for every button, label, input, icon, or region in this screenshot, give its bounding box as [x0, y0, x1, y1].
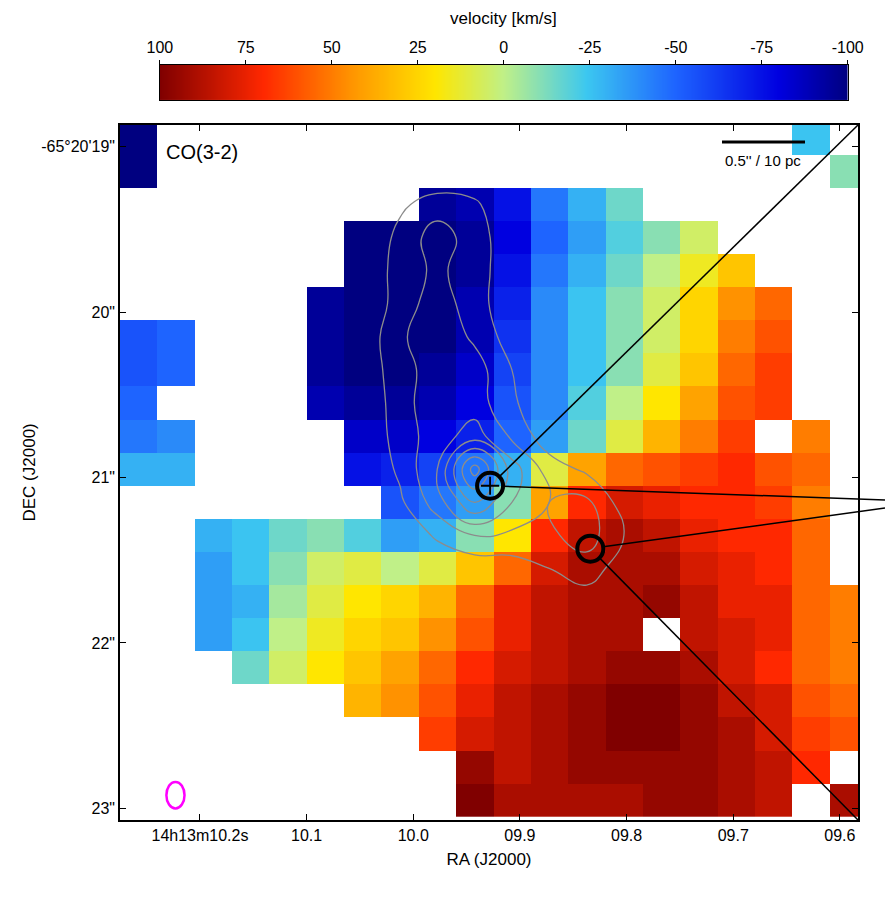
svg-text:10.1: 10.1	[291, 827, 322, 844]
svg-text:DEC (J2000): DEC (J2000)	[20, 423, 39, 521]
svg-text:14h13m10.2s: 14h13m10.2s	[152, 827, 249, 844]
svg-text:100: 100	[147, 39, 174, 56]
svg-text:-25: -25	[578, 39, 601, 56]
svg-text:-50: -50	[664, 39, 687, 56]
svg-text:0.5'' / 10 pc: 0.5'' / 10 pc	[725, 152, 801, 169]
svg-text:22": 22"	[92, 635, 115, 652]
svg-text:25: 25	[409, 39, 427, 56]
svg-text:20": 20"	[92, 304, 115, 321]
svg-text:50: 50	[323, 39, 341, 56]
svg-text:21": 21"	[92, 469, 115, 486]
svg-text:09.9: 09.9	[504, 827, 535, 844]
svg-text:23": 23"	[92, 800, 115, 817]
svg-text:velocity [km/s]: velocity [km/s]	[450, 9, 557, 28]
svg-text:CO(3-2): CO(3-2)	[166, 141, 238, 163]
svg-text:RA (J2000): RA (J2000)	[446, 850, 531, 869]
svg-text:10.0: 10.0	[398, 827, 429, 844]
svg-text:09.8: 09.8	[611, 827, 642, 844]
svg-text:75: 75	[237, 39, 255, 56]
svg-text:09.6: 09.6	[824, 827, 855, 844]
svg-text:-75: -75	[750, 39, 773, 56]
svg-text:-65°20'19": -65°20'19"	[41, 138, 115, 155]
svg-text:09.7: 09.7	[718, 827, 749, 844]
svg-text:-100: -100	[832, 39, 864, 56]
svg-text:0: 0	[499, 39, 508, 56]
